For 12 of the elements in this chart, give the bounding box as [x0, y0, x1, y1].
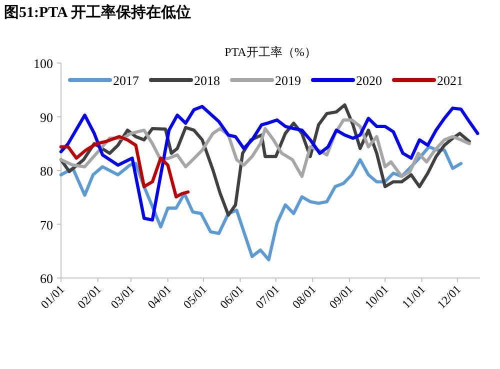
legend-label: 2021 — [437, 73, 463, 88]
chart-subtitle: PTA开工率（%） — [224, 45, 316, 59]
legend-label: 2017 — [113, 73, 140, 88]
legend-label: 2020 — [356, 73, 382, 88]
legend-label: 2019 — [275, 73, 301, 88]
legend-label: 2018 — [194, 73, 220, 88]
y-tick-label: 100 — [34, 56, 53, 71]
y-tick-label: 90 — [40, 110, 53, 125]
y-tick-label: 80 — [40, 164, 53, 178]
y-tick-label: 60 — [40, 271, 53, 286]
chart-title: 图51:PTA 开工率保持在低位 — [4, 3, 191, 21]
y-tick-label: 70 — [40, 217, 53, 232]
